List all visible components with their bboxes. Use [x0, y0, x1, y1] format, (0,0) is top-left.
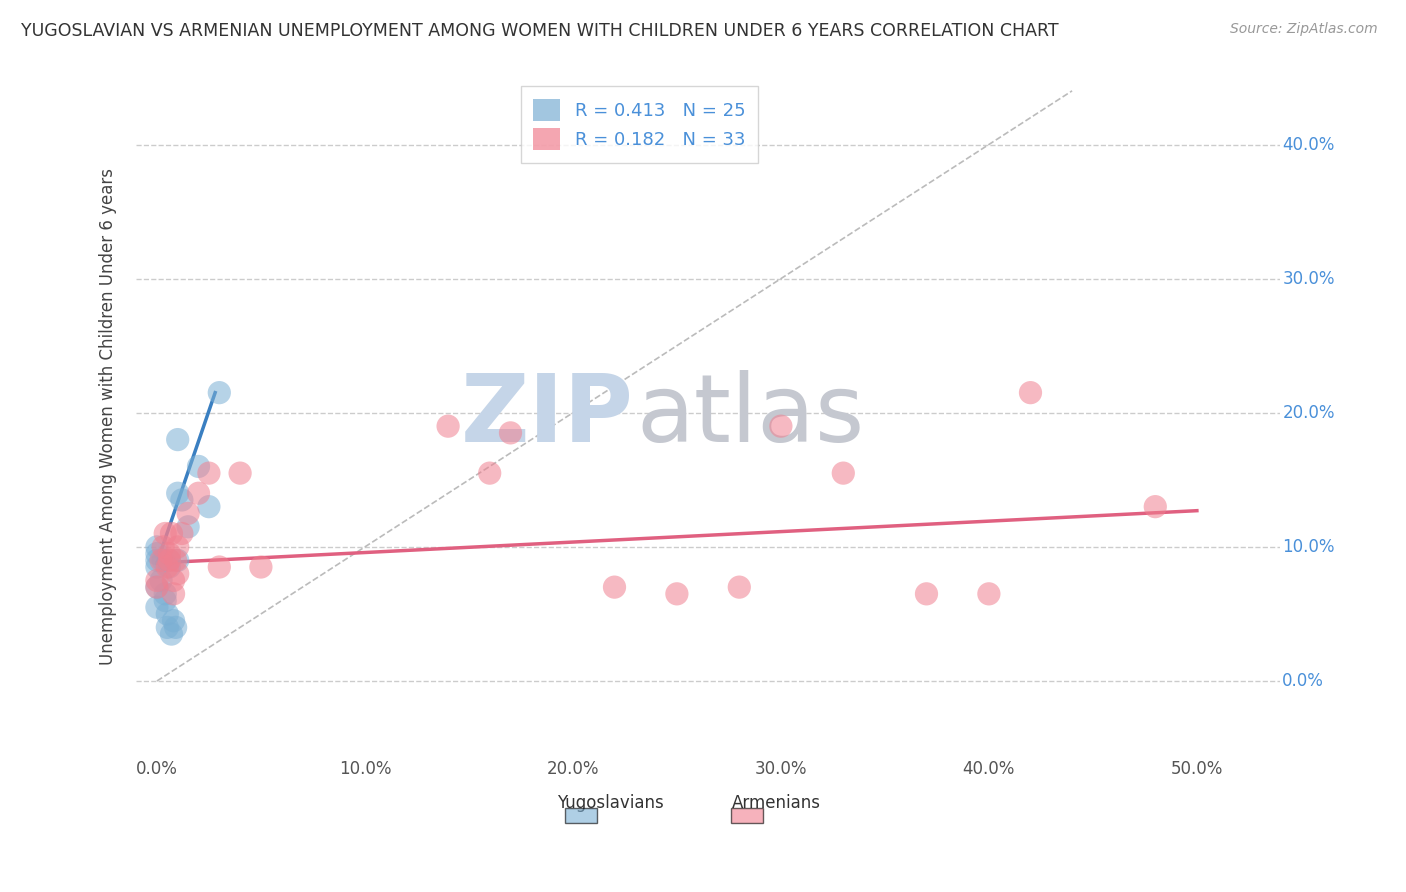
Text: Source: ZipAtlas.com: Source: ZipAtlas.com	[1230, 22, 1378, 37]
Point	[208, 560, 231, 574]
Point	[915, 587, 938, 601]
FancyBboxPatch shape	[731, 807, 763, 822]
Point	[146, 540, 169, 554]
Text: 0.0%: 0.0%	[1282, 672, 1324, 690]
Point	[198, 466, 221, 480]
Point	[229, 466, 252, 480]
Point	[728, 580, 751, 594]
Text: 20.0%: 20.0%	[1282, 404, 1334, 422]
Point	[437, 419, 460, 434]
Text: 30.0%: 30.0%	[1282, 269, 1334, 287]
Point	[146, 580, 169, 594]
Point	[165, 620, 187, 634]
Point	[198, 500, 221, 514]
Point	[170, 492, 193, 507]
Point	[177, 520, 200, 534]
Point	[162, 587, 184, 601]
Point	[170, 526, 193, 541]
Point	[208, 385, 231, 400]
Point	[1144, 500, 1167, 514]
Point	[166, 566, 188, 581]
Point	[157, 547, 180, 561]
Text: Yugoslavians: Yugoslavians	[558, 795, 664, 813]
Point	[152, 540, 174, 554]
Point	[187, 459, 209, 474]
Point	[150, 553, 173, 567]
Point	[155, 593, 177, 607]
Point	[156, 607, 179, 621]
Point	[157, 553, 180, 567]
Point	[165, 553, 187, 567]
Point	[166, 553, 188, 567]
Point	[166, 433, 188, 447]
Text: YUGOSLAVIAN VS ARMENIAN UNEMPLOYMENT AMONG WOMEN WITH CHILDREN UNDER 6 YEARS COR: YUGOSLAVIAN VS ARMENIAN UNEMPLOYMENT AMO…	[21, 22, 1059, 40]
Point	[146, 600, 169, 615]
Point	[146, 560, 169, 574]
Text: 10.0%: 10.0%	[1282, 538, 1334, 556]
Point	[1019, 385, 1042, 400]
Point	[166, 486, 188, 500]
Point	[146, 553, 169, 567]
Point	[162, 614, 184, 628]
Text: ZIP: ZIP	[461, 370, 634, 462]
Point	[146, 580, 169, 594]
Point	[603, 580, 626, 594]
Point	[769, 419, 792, 434]
Point	[832, 466, 855, 480]
Point	[177, 507, 200, 521]
Point	[146, 547, 169, 561]
Point	[162, 574, 184, 588]
Point	[665, 587, 688, 601]
Y-axis label: Unemployment Among Women with Children Under 6 years: Unemployment Among Women with Children U…	[100, 168, 117, 665]
Point	[499, 425, 522, 440]
Point	[146, 574, 169, 588]
Point	[478, 466, 501, 480]
Point	[977, 587, 1000, 601]
Text: atlas: atlas	[636, 370, 865, 462]
Legend: R = 0.413   N = 25, R = 0.182   N = 33: R = 0.413 N = 25, R = 0.182 N = 33	[520, 87, 758, 163]
Point	[155, 526, 177, 541]
Point	[152, 553, 174, 567]
Text: 40.0%: 40.0%	[1282, 136, 1334, 153]
Point	[156, 560, 179, 574]
Point	[250, 560, 273, 574]
Point	[166, 540, 188, 554]
Point	[156, 620, 179, 634]
Point	[155, 587, 177, 601]
Point	[160, 526, 183, 541]
Point	[160, 627, 183, 641]
Text: Armenians: Armenians	[733, 795, 821, 813]
Point	[157, 553, 180, 567]
FancyBboxPatch shape	[565, 807, 598, 822]
Point	[187, 486, 209, 500]
Point	[157, 560, 180, 574]
Point	[150, 574, 173, 588]
